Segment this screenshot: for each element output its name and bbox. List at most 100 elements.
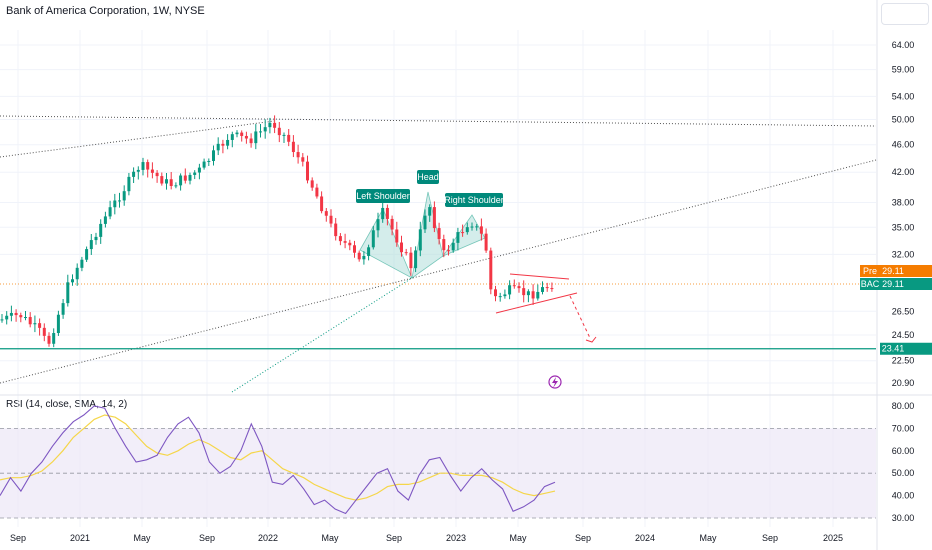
candle-body: [447, 250, 450, 252]
x-tick-label: 2024: [635, 533, 655, 543]
candle-body: [183, 175, 187, 181]
pennant-pattern: [495, 273, 597, 343]
candle-body: [47, 335, 51, 344]
candle-body: [517, 286, 521, 289]
candle-body: [442, 239, 446, 251]
candle-body: [80, 259, 84, 268]
lightning-icon: [548, 375, 562, 389]
candle-body: [536, 291, 540, 299]
candle-body: [61, 303, 65, 315]
y-tick-label: 42.00: [892, 167, 915, 177]
candle-body: [367, 247, 371, 256]
candle-body: [216, 143, 220, 151]
candle-body: [263, 127, 267, 132]
candle-body: [103, 216, 107, 224]
candle-body: [479, 226, 483, 234]
rsi-line: [0, 405, 556, 515]
candle-body: [489, 250, 493, 290]
candle-body: [381, 207, 385, 220]
candles: [0, 115, 554, 348]
candle-body: [179, 175, 183, 186]
pattern-label-box: [445, 193, 503, 207]
candle-body: [0, 319, 4, 321]
x-tick-label: May: [509, 533, 527, 543]
candle-body: [301, 157, 305, 162]
candle-body: [395, 229, 399, 243]
candle-body: [113, 200, 117, 208]
y-tick-label: 35.00: [892, 222, 915, 232]
candle-body: [456, 232, 460, 243]
candle-body: [56, 314, 60, 334]
rsi-tick-label: 80.00: [892, 401, 915, 411]
projection-line: [569, 295, 591, 339]
x-tick-label: May: [133, 533, 151, 543]
x-tick-label: Sep: [762, 533, 778, 543]
rsi-tick-label: 70.00: [892, 423, 915, 433]
x-tick-label: May: [699, 533, 717, 543]
candle-body: [465, 227, 469, 233]
candle-body: [320, 196, 324, 212]
candle-body: [212, 150, 215, 161]
candle-body: [75, 267, 79, 280]
pattern-label-box: [356, 189, 410, 203]
candle-body: [470, 226, 474, 228]
rising-resistance-line: [0, 120, 275, 158]
toolbar-button[interactable]: [881, 3, 929, 25]
candle-body: [9, 312, 13, 316]
candle-body: [89, 240, 93, 250]
candle-body: [235, 132, 239, 135]
candle-body: [226, 139, 230, 146]
candle-body: [66, 282, 70, 304]
y-tick-label: 54.00: [892, 91, 915, 101]
candle-body: [38, 323, 42, 328]
last-price-value: 29.11: [882, 279, 904, 289]
pennant-upper: [509, 273, 570, 280]
candle-body: [118, 200, 121, 202]
trendlines: [0, 115, 877, 393]
candle-body: [371, 230, 375, 248]
candle-body: [174, 185, 178, 187]
x-tick-label: Sep: [199, 533, 215, 543]
candle-body: [19, 315, 23, 318]
y-tick-label: 59.00: [892, 65, 915, 75]
support-price-value: 23.41: [882, 344, 905, 354]
candle-body: [165, 179, 168, 184]
candle-body: [122, 191, 126, 201]
annotations: Left Shoulder Head Right Shoulder Pre 29.11B…: [356, 170, 932, 389]
candle-body: [268, 122, 272, 128]
pattern-label: Left Shoulder: [356, 191, 410, 201]
candle-body: [277, 127, 281, 136]
candle-body: [348, 242, 352, 246]
candle-body: [451, 242, 455, 251]
candle-body: [14, 312, 18, 316]
candle-body: [353, 245, 356, 253]
candle-body: [291, 141, 295, 153]
candle-body: [324, 211, 328, 216]
y-tick-label: 38.00: [892, 197, 915, 207]
pre-label: Pre: [863, 266, 877, 276]
x-tick-label: Sep: [10, 533, 26, 543]
pattern-label: Right Shoulder: [444, 195, 504, 205]
candle-body: [310, 180, 314, 188]
candle-body: [404, 252, 408, 254]
pre-price-badge: [880, 265, 932, 277]
candle-body: [437, 228, 441, 240]
symbol-badge: [860, 278, 880, 290]
candle-body: [362, 255, 366, 260]
rsi-tick-label: 40.00: [892, 491, 915, 501]
candle-body: [400, 242, 403, 253]
y-tick-label: 32.00: [892, 249, 915, 259]
candle-body: [512, 285, 516, 287]
right-shoulder-area: [441, 214, 486, 257]
y-tick-label: 20.90: [892, 378, 915, 388]
candle-body: [484, 233, 488, 251]
x-tick-label: Sep: [386, 533, 402, 543]
candle-body: [42, 327, 46, 336]
y-tick-label: 46.00: [892, 140, 915, 150]
candle-body: [541, 287, 544, 292]
candle-body: [99, 223, 103, 237]
candle-body: [522, 288, 526, 296]
candle-body: [550, 288, 554, 290]
projection-arrow-icon: [585, 336, 597, 343]
